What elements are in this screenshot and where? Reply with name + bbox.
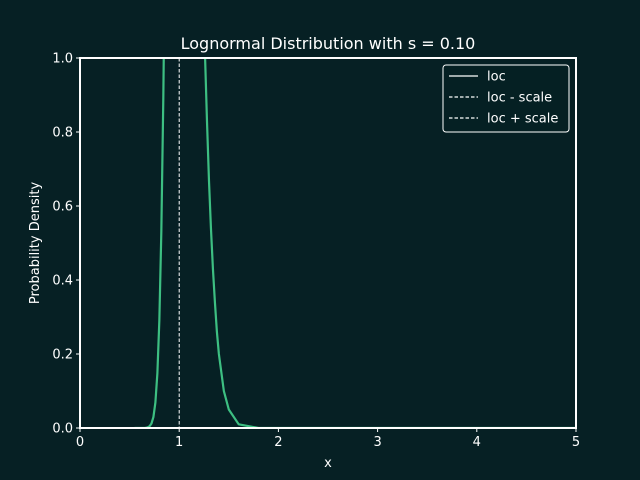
axes-frame (79, 57, 577, 429)
legend-label-1: loc - scale (487, 91, 552, 106)
y-axis: 0.0 0.2 0.4 0.6 0.8 1.0 (52, 52, 80, 437)
plot-area (134, 58, 576, 428)
legend-box (442, 64, 570, 133)
x-axis: 0 1 2 3 4 5 (76, 428, 580, 450)
y-axis-label: Probability Density (28, 182, 43, 305)
x-tick-label: 3 (373, 435, 381, 450)
legend: loc loc - scale loc + scale (442, 64, 570, 133)
x-tick-label: 2 (274, 435, 282, 450)
x-tick-label: 5 (572, 435, 580, 450)
y-tick-label: 1.0 (52, 52, 73, 67)
y-tick-label: 0.6 (52, 200, 73, 215)
x-axis-label: x (324, 456, 332, 471)
y-tick-label: 0.8 (52, 126, 73, 141)
legend-label-0: loc (487, 70, 506, 85)
series-line-0 (134, 58, 576, 428)
y-tick-label: 0.4 (52, 274, 73, 289)
legend-label-2: loc + scale (487, 112, 558, 127)
chart-title: Lognormal Distribution with s = 0.10 (181, 34, 476, 53)
x-tick-label: 1 (175, 435, 183, 450)
y-tick-label: 0.0 (52, 422, 73, 437)
x-tick-label: 0 (76, 435, 84, 450)
x-tick-label: 4 (473, 435, 481, 450)
y-tick-label: 0.2 (52, 348, 73, 363)
